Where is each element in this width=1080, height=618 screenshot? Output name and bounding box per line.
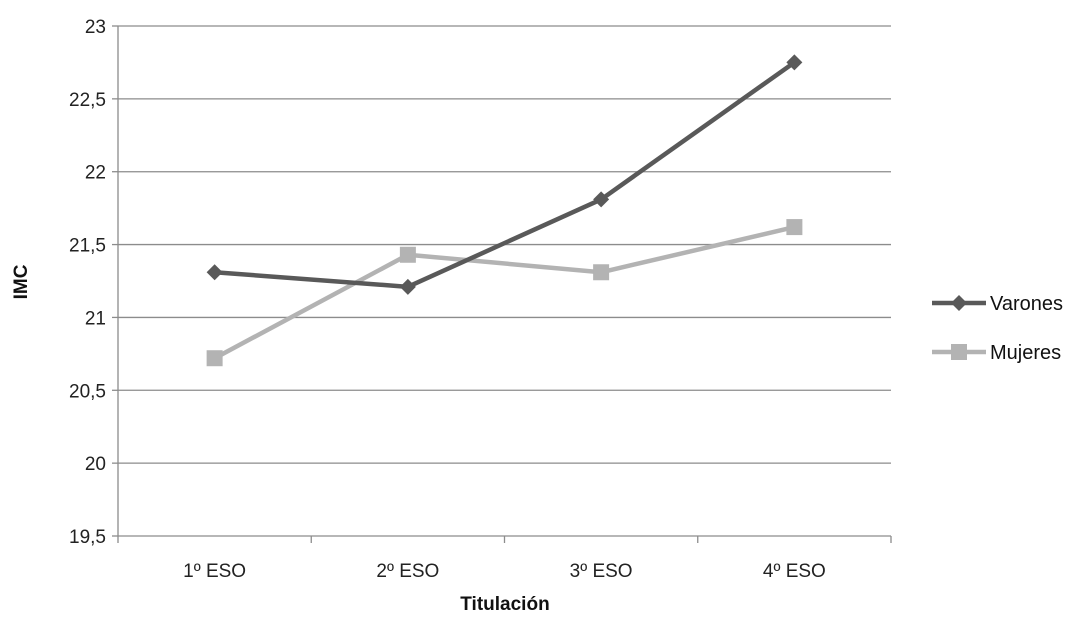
- y-tick-label: 21,5: [69, 236, 106, 257]
- data-series: [206, 54, 803, 367]
- x-tick-label: 4º ESO: [763, 561, 826, 582]
- y-axis-title: IMC: [11, 264, 32, 299]
- data-point: [593, 191, 610, 208]
- legend-item-mujeres: Mujeres: [932, 342, 1061, 364]
- y-tick-label: 22,5: [69, 90, 106, 111]
- y-tick-label: 20: [85, 454, 106, 475]
- data-point: [593, 264, 610, 281]
- data-point: [786, 219, 803, 236]
- y-tick-label: 23: [85, 17, 106, 38]
- legend-marker: [951, 295, 967, 311]
- series-mujeres: [206, 219, 803, 367]
- series-line: [214, 60, 796, 290]
- data-point: [399, 278, 416, 295]
- x-tick-label: 2º ESO: [376, 561, 439, 582]
- legend-item-varones: Varones: [932, 293, 1063, 315]
- y-tick-label: 22: [85, 163, 106, 184]
- series-varones: [206, 54, 803, 295]
- data-point: [786, 54, 803, 71]
- legend-marker: [951, 344, 967, 360]
- legend: Varones Mujeres: [932, 293, 1063, 364]
- x-tick-label: 1º ESO: [183, 561, 246, 582]
- gridlines: [118, 25, 891, 464]
- data-point: [399, 246, 416, 263]
- y-tick-label: 19,5: [69, 527, 106, 548]
- x-axis-title: Titulación: [460, 594, 549, 615]
- y-tick-label: 21: [85, 308, 106, 329]
- axes: [112, 25, 892, 543]
- x-tick-labels: 1º ESO 2º ESO 3º ESO 4º ESO: [183, 561, 826, 582]
- x-tick-label: 3º ESO: [570, 561, 633, 582]
- data-point: [206, 350, 223, 367]
- series-line: [213, 224, 795, 361]
- legend-label: Mujeres: [990, 342, 1061, 364]
- data-point: [206, 264, 223, 281]
- y-tick-labels: 19,5 20 20,5 21 21,5 22 22,5 23: [69, 17, 106, 548]
- legend-label: Varones: [990, 293, 1063, 315]
- y-tick-label: 20,5: [69, 381, 106, 402]
